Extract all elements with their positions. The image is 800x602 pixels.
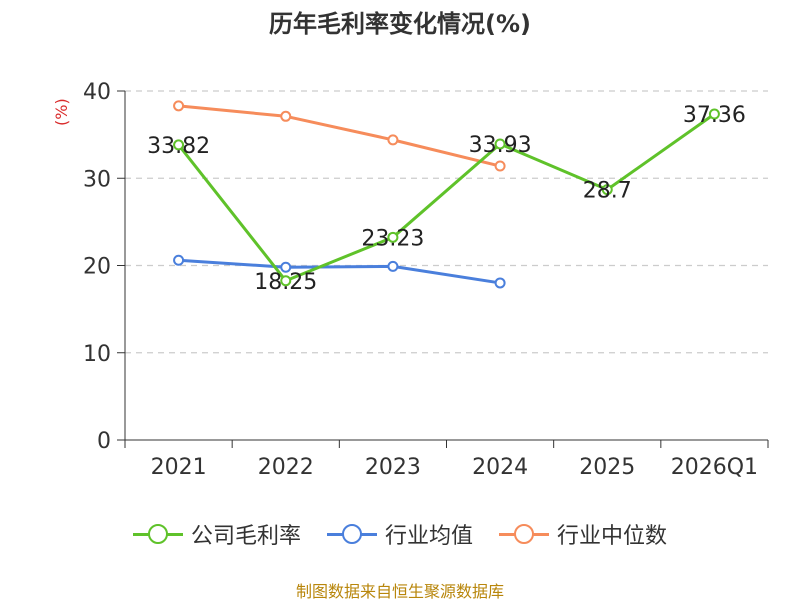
data-point (280, 275, 292, 287)
data-point (173, 254, 185, 266)
legend-label: 公司毛利率 (190, 524, 301, 549)
series-line-industry-average (178, 258, 501, 285)
legend-item-industry-median[interactable]: 行业中位数 (499, 518, 667, 550)
y-tick-label: 40 (83, 80, 111, 105)
data-point (494, 277, 506, 289)
y-tick-label: 0 (97, 429, 111, 454)
chart-title: 历年毛利率变化情况(%) (269, 10, 531, 38)
data-point (387, 134, 399, 146)
legend-label: 行业均值 (384, 524, 473, 549)
legend-item-industry-average[interactable]: 行业均值 (326, 518, 473, 550)
data-point (601, 184, 613, 196)
x-tick-label: 2022 (258, 455, 314, 480)
legend-marker-icon (499, 521, 549, 547)
legend-marker-icon (326, 521, 377, 547)
legend-marker-icon (132, 521, 183, 547)
series-line-company (177, 112, 716, 283)
data-point (708, 108, 720, 120)
y-tick-label: 10 (83, 342, 111, 367)
data-label: 18.25 (254, 270, 317, 295)
data-point (494, 160, 506, 172)
data-label: 33.82 (147, 134, 210, 159)
data-point (494, 138, 506, 150)
x-tick-label: 2025 (579, 455, 635, 480)
data-point (173, 139, 185, 151)
x-tick-label: 2026Q1 (671, 455, 758, 480)
data-label: 23.23 (361, 226, 424, 251)
y-tick-label: 20 (83, 255, 111, 280)
series-line-industry-median (178, 104, 501, 168)
legend-item-company[interactable]: 公司毛利率 (132, 518, 301, 550)
x-tick-label: 2021 (151, 455, 207, 480)
data-label: 37.36 (683, 103, 746, 128)
legend: 公司毛利率 行业均值 行业中位数 (0, 518, 800, 550)
data-point (173, 100, 185, 112)
data-label: 33.93 (469, 133, 532, 158)
legend-label: 行业中位数 (557, 524, 668, 549)
data-point (387, 260, 399, 272)
data-source-note: 制图数据来自恒生聚源数据库 (295, 582, 504, 601)
data-point (387, 231, 399, 243)
x-tick-label: 2023 (365, 455, 421, 480)
data-label: 28.7 (583, 179, 632, 204)
x-tick-label: 2024 (472, 455, 528, 480)
data-point (280, 261, 292, 273)
data-point (280, 110, 292, 122)
y-tick-label: 30 (83, 167, 111, 192)
